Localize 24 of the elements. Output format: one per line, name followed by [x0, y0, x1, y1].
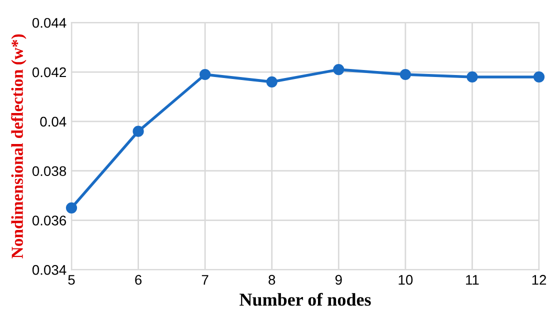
- y-tick-label: 0.044: [32, 18, 66, 28]
- y-tick-label: 0.034: [32, 265, 66, 275]
- x-tick-label: 12: [532, 274, 546, 285]
- y-tick-label: 0.036: [32, 216, 66, 226]
- point: [200, 68, 211, 80]
- x-tick-label: 8: [268, 274, 276, 285]
- x-tick-label: 6: [135, 274, 142, 285]
- point: [333, 64, 344, 76]
- point: [466, 71, 478, 83]
- x-tick-label: 9: [335, 274, 342, 285]
- point: [66, 202, 78, 214]
- x-tick-label: 11: [466, 275, 479, 285]
- x-tick-label: 5: [68, 275, 75, 285]
- point: [266, 76, 278, 88]
- x-axis-title: Number of nodes: [240, 292, 371, 306]
- y-tick-label: 0.038: [32, 166, 66, 176]
- x-tick-label: 7: [202, 275, 208, 285]
- y-tick-label: 0.042: [32, 67, 66, 78]
- point: [132, 126, 144, 137]
- x-tick-label: 10: [398, 274, 413, 285]
- point: [533, 71, 545, 83]
- y-tick-label: 0.04: [40, 116, 66, 127]
- point: [400, 68, 411, 80]
- y-axis-title: Nondimensional deflection (w*): [11, 34, 26, 258]
